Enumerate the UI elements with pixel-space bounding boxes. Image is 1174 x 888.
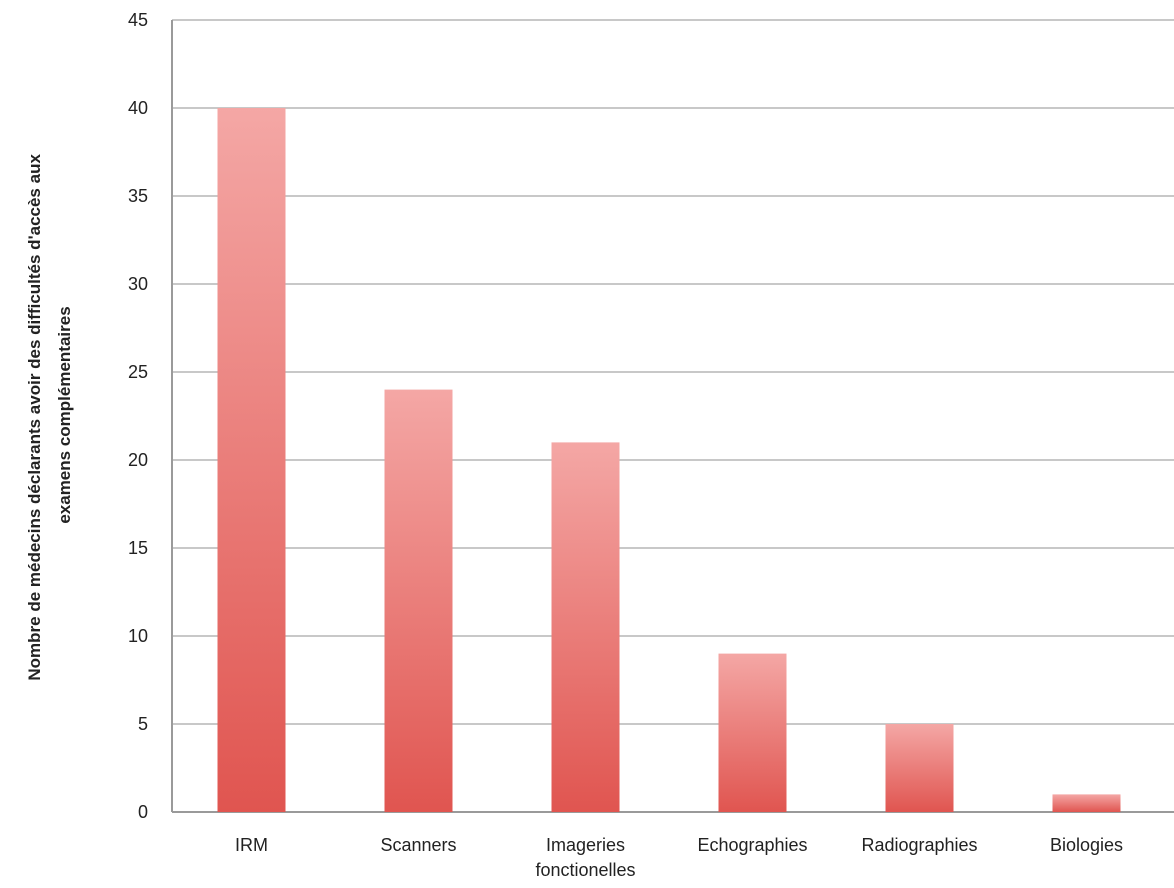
y-tick-label: 15 [128, 538, 148, 558]
x-category-label-line2: fonctionelles [535, 860, 635, 880]
bars [217, 108, 1121, 812]
bar-irm [217, 108, 286, 812]
y-tick-label: 10 [128, 626, 148, 646]
y-tick-label: 0 [138, 802, 148, 822]
y-axis-title-line1: Nombre de médecins déclarants avoir des … [25, 154, 44, 681]
gridlines [172, 19, 1174, 725]
x-category-label: Imageries [546, 835, 625, 855]
y-tick-labels: 0 5 10 15 20 25 30 35 40 45 [128, 10, 148, 822]
x-category-label: Biologies [1050, 835, 1123, 855]
bar-radiographies [885, 724, 954, 812]
y-tick-label: 30 [128, 274, 148, 294]
y-tick-label: 40 [128, 98, 148, 118]
x-category-label: IRM [235, 835, 268, 855]
y-axis-title-line2: examens complémentaires [55, 306, 74, 523]
y-tick-label: 25 [128, 362, 148, 382]
x-category-label: Radiographies [861, 835, 977, 855]
y-tick-label: 20 [128, 450, 148, 470]
x-category-labels: IRM Scanners Imageries fonctionelles Echogra… [235, 835, 1123, 880]
bar-echographies [718, 653, 787, 812]
y-tick-label: 5 [138, 714, 148, 734]
x-category-label: Echographies [697, 835, 807, 855]
bar-scanners [384, 389, 453, 812]
y-tick-label: 35 [128, 186, 148, 206]
bar-imageries [551, 442, 620, 812]
axes [171, 20, 1174, 813]
y-tick-label: 45 [128, 10, 148, 30]
y-axis-title: Nombre de médecins déclarants avoir des … [25, 149, 74, 680]
x-category-label: Scanners [380, 835, 456, 855]
bar-biologies [1052, 794, 1121, 812]
